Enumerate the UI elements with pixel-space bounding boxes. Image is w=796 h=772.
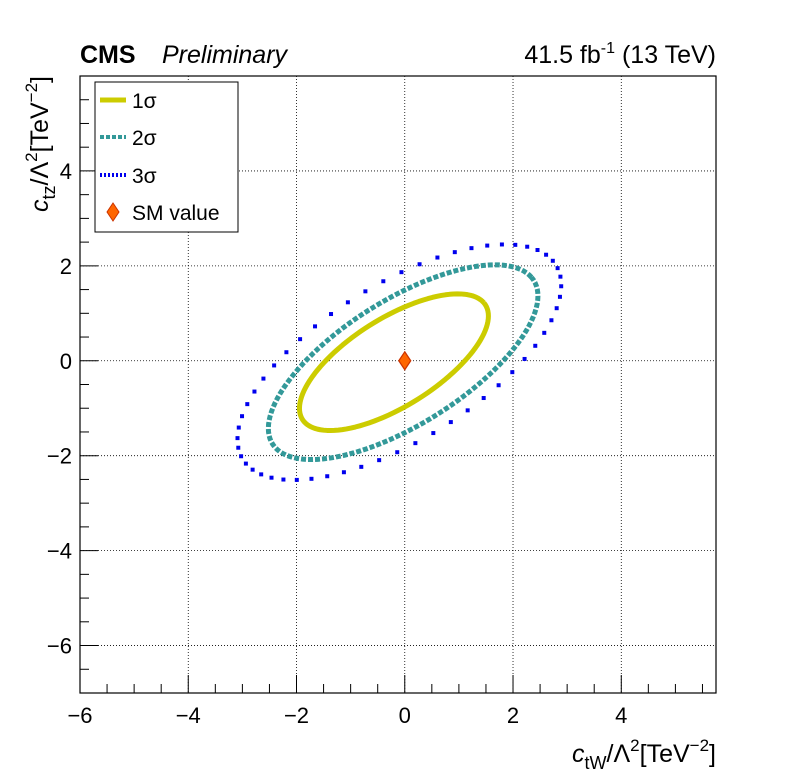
contour-3sigma-dot [469,246,474,251]
contour-3sigma-dot [309,476,314,481]
y-tick-label: −6 [47,634,72,659]
x-tick-label: 0 [399,703,411,728]
x-axis-title: ctW/Λ2[TeV−2] [572,736,716,772]
contour-3sigma-dot [544,252,549,257]
contour-3sigma-dot [284,350,289,355]
contour-3sigma-dot [236,425,241,430]
contour-3sigma-dot [313,324,318,329]
contour-3sigma-dot [557,294,562,299]
contour-3sigma-dot [549,318,554,323]
contour-3sigma-dot [252,389,257,394]
contour-3sigma-dot [452,250,457,255]
contour-3sigma-dot [554,306,559,311]
contour-1sigma [296,291,491,434]
sm-value-marker [398,350,412,371]
y-tick-label: −4 [47,539,72,564]
contour-3sigma-dot [345,300,350,305]
y-tick-label: −2 [47,444,72,469]
contour-3sigma-dot [235,436,240,441]
contour-3sigma-dot [272,363,277,368]
contour-3sigma-dot [481,396,486,401]
y-tick-label: 0 [60,349,72,374]
contour-3sigma-dot [499,242,504,247]
x-tick-labels: −6 −4 −2 0 2 4 [67,703,627,728]
contour-3sigma-dot [465,408,470,413]
contour-3sigma-dot [485,243,490,248]
axis-ticks [79,75,703,694]
contour-3sigma-dot [281,477,286,482]
contour-3sigma-dot [269,475,274,480]
legend-label-sm-value: SM value [132,202,220,225]
x-tick-label: −6 [67,703,92,728]
legend: 1σ 2σ 3σ SM value [94,81,239,233]
contour-3sigma-dot [259,472,264,477]
y-tick-labels: −6 −4 −2 0 2 4 [47,159,72,659]
contour-3sigma-dot [399,270,404,275]
contour-3sigma-dot [236,445,241,450]
y-tick-label: 4 [60,159,72,184]
contour-3sigma-dot [513,242,518,247]
contour-3sigma-dot [431,431,436,436]
contours [235,242,564,482]
contour-3sigma-dot [542,330,547,335]
contour-3sigma-dot [298,337,303,342]
contour-3sigma-dot [448,420,453,425]
y-tick-label: 2 [60,254,72,279]
contour-3sigma-dot [435,255,440,260]
x-tick-label: −4 [176,703,201,728]
legend-label-3sigma: 3σ [132,165,157,188]
x-tick-label: 4 [615,703,627,728]
contour-3sigma-dot [294,477,299,482]
contour-3sigma-dot [245,402,250,407]
x-tick-label: 2 [507,703,519,728]
contour-3sigma-dot [496,383,501,388]
legend-box [94,81,239,233]
contour-3sigma-dot [325,474,330,479]
y-axis-title: ctz/Λ2[TeV−2] [22,76,59,212]
contour-3sigma-dot [240,414,245,419]
legend-swatch-sm-marker [106,202,120,222]
contour-3sigma-dot [558,274,563,279]
contour-3sigma-dot [559,284,564,289]
contour-3sigma-dot [550,258,555,263]
plot-frame [79,75,717,694]
contour-3sigma-dot [522,356,527,361]
status-label: Preliminary [162,41,289,69]
contour-3sigma-dot [417,262,422,267]
contour-3sigma-dot [533,343,538,348]
contour-3sigma-dot [261,376,266,381]
lumi-sup: -1 [601,40,615,57]
contour-3sigma-dot [413,441,418,446]
contour-3sigma-dot [381,279,386,284]
legend-label-2sigma: 2σ [132,127,157,150]
contour-3sigma-dot [359,464,364,469]
contour-3sigma-dot [363,289,368,294]
contour-3sigma-dot [329,312,334,317]
contour-3sigma-dot [525,244,530,249]
contour-3sigma-dot [250,467,255,472]
experiment-label: CMS [80,41,136,69]
x-tick-label: −2 [284,703,309,728]
lumi-energy: (13 TeV) [615,41,716,69]
legend-label-1sigma: 1σ [132,90,157,113]
contour-3sigma-dot [377,458,382,463]
contour-3sigma-dot [341,470,346,475]
lumi-value: 41.5 fb [524,41,600,69]
contour-3sigma-dot [535,248,540,253]
contour-3sigma-dot [510,370,515,375]
contour-3sigma-dot [555,266,560,271]
contour-3sigma-dot [395,450,400,455]
lumi-label: 41.5 fb-1 (13 TeV) [524,40,716,69]
contour-3sigma-dot [243,461,248,466]
contour-3sigma-dot [239,454,244,459]
